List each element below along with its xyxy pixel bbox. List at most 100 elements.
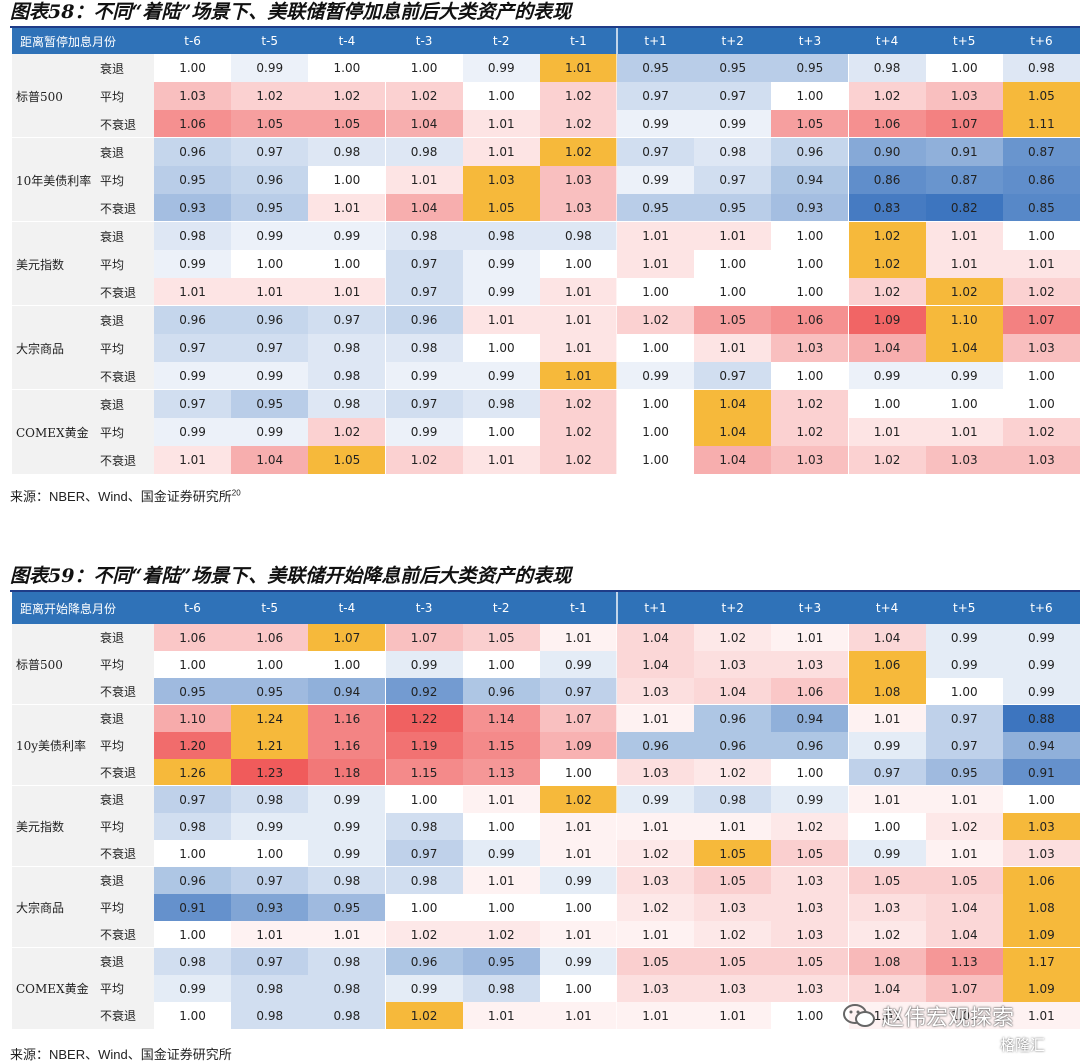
table-cell: 1.02 [617,894,695,921]
table-cell: 1.02 [385,921,463,948]
table-cell: 1.03 [771,894,849,921]
table-cell: 1.00 [231,250,309,278]
table-cell: 1.00 [771,222,849,250]
table-cell: 0.98 [462,390,540,418]
row-scenario-label: 衰退 [94,624,154,651]
table-cell: 1.03 [694,975,772,1002]
row-scenario-label: 衰退 [94,54,154,82]
table-cell: 1.02 [925,813,1003,840]
column-header: t+2 [721,601,744,615]
column-header: t+1 [644,601,667,615]
figure-59-title: 图表59：不同“着陆”场景下、美联储开始降息前后大类资产的表现 [10,565,572,587]
table-cell: 1.09 [1002,975,1080,1002]
table-cell: 1.05 [1002,82,1080,110]
table-cell: 0.98 [694,786,772,813]
table-cell: 0.98 [385,334,463,362]
table-cell: 1.04 [694,446,772,474]
table-cell: 1.01 [231,921,309,948]
table-cell: 0.99 [308,840,386,867]
table-cell: 0.96 [154,306,232,334]
table-cell: 0.98 [385,813,463,840]
table-cell: 1.04 [231,446,309,474]
column-header: t+5 [953,34,976,48]
table-cell: 1.00 [925,390,1003,418]
table-cell: 1.02 [771,418,849,446]
column-header: t-6 [184,601,201,615]
table-cell: 0.96 [385,948,463,975]
table-cell: 0.99 [1002,678,1080,705]
table-cell: 1.00 [539,975,617,1002]
table-cell: 1.04 [848,975,926,1002]
table-cell: 0.98 [308,975,386,1002]
table-cell: 1.00 [771,82,849,110]
table-cell: 1.03 [1002,446,1080,474]
row-scenario-label: 平均 [94,732,154,759]
table-cell: 0.87 [925,166,1003,194]
table-cell: 1.01 [462,446,540,474]
table-cell: 0.95 [617,194,695,222]
row-scenario-label: 衰退 [94,705,154,732]
table-cell: 1.15 [385,759,463,786]
table-cell: 1.17 [1002,948,1080,975]
table-cell: 1.03 [154,82,232,110]
table-cell: 0.95 [231,678,309,705]
table-cell: 1.03 [1002,840,1080,867]
row-scenario-label: 平均 [94,651,154,678]
table-cell: 1.01 [539,921,617,948]
table-cell: 0.95 [231,194,309,222]
table-cell: 1.04 [385,194,463,222]
table-cell: 1.09 [848,306,926,334]
table-cell: 0.93 [231,894,309,921]
table-cell: 0.96 [154,138,232,166]
column-header: t-6 [184,34,201,48]
row-scenario-label: 不衰退 [94,678,154,705]
table-cell: 0.98 [848,54,926,82]
row-scenario-label: 不衰退 [94,446,154,474]
table-cell: 0.85 [1002,194,1080,222]
watermark-text: 赵伟宏观探索 [882,1006,1015,1031]
table-cell: 1.06 [771,306,849,334]
table-cell: 1.04 [925,921,1003,948]
table-cell: 1.00 [617,390,695,418]
table-cell: 0.99 [462,278,540,306]
table-cell: 0.97 [694,362,772,390]
table-cell: 0.96 [694,732,772,759]
row-scenario-label: 衰退 [94,138,154,166]
table-cell: 1.01 [694,813,772,840]
table-cell: 0.98 [462,975,540,1002]
table-cell: 0.99 [385,975,463,1002]
row-scenario-label: 不衰退 [94,110,154,138]
table-cell: 1.01 [462,306,540,334]
table-cell: 1.06 [231,624,309,651]
table-cell: 1.01 [925,1002,1003,1029]
table-cell: 1.02 [771,390,849,418]
column-header: t-1 [570,34,587,48]
table-cell: 0.98 [385,867,463,894]
table-cell: 1.01 [925,786,1003,813]
table-cell: 0.91 [925,138,1003,166]
table-cell: 0.96 [771,732,849,759]
table-cell: 0.99 [694,110,772,138]
row-group-label: COMEX黄金 [12,390,94,474]
table-cell: 1.01 [617,222,695,250]
table-cell: 1.01 [308,921,386,948]
table-cell: 0.99 [1002,624,1080,651]
row-scenario-label: 平均 [94,975,154,1002]
table-cell: 1.01 [462,786,540,813]
table-cell: 0.99 [617,166,695,194]
table-cell: 1.00 [848,390,926,418]
table-header: 距离开始降息月份 t-6 t-5 t-4 t-3 t-2 t-1 t+1 t+2 t+3 t+4 t+… [12,592,1080,624]
table-cell: 1.01 [617,813,695,840]
column-divider [616,624,617,1029]
table-cell: 0.95 [462,948,540,975]
table-cell: 1.03 [694,651,772,678]
table-cell: 1.01 [539,334,617,362]
table-cell: 1.16 [308,705,386,732]
column-header: t-4 [338,601,356,615]
column-header: t+4 [875,34,899,48]
table-cell: 1.06 [848,110,926,138]
table-cell: 1.05 [231,110,309,138]
table-cell: 1.00 [617,418,695,446]
table-cell: 1.06 [771,678,849,705]
table-cell: 0.98 [385,222,463,250]
